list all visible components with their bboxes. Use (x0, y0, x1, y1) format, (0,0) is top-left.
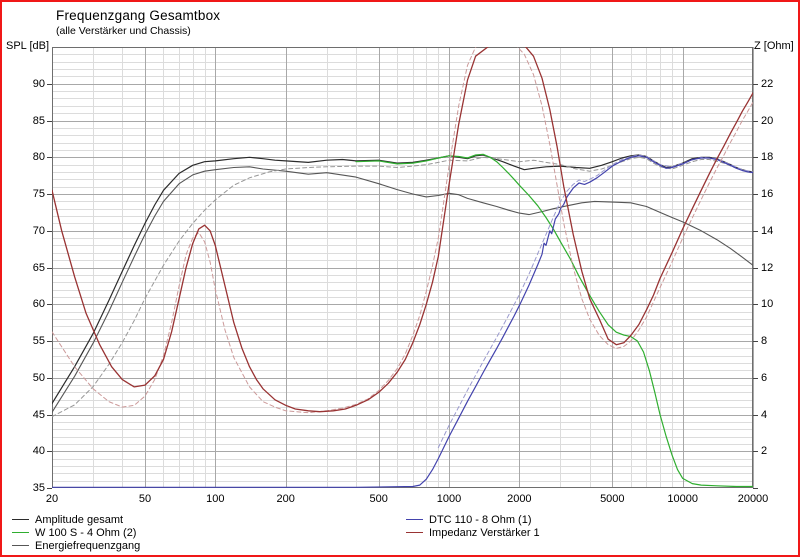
freq-tick-100: 100 (206, 493, 225, 505)
legend-swatch-dtc110 (406, 519, 423, 520)
freq-tick-200: 200 (276, 493, 295, 505)
freq-tick-500: 500 (369, 493, 388, 505)
spl-tick-70: 70 (32, 224, 45, 237)
z-tick-16: 16 (761, 188, 774, 200)
chart-subtitle: (alle Verstärker und Chassis) (56, 25, 191, 37)
legend-swatch-energiefrequenzgang (12, 545, 29, 546)
spl-tick-75: 75 (32, 188, 45, 200)
curve-impedanz-verstaerker-1 (52, 47, 753, 413)
curve-w100s (355, 153, 753, 488)
z-tick-10: 10 (761, 298, 774, 311)
legend-item-w100s: W 100 S - 4 Ohm (2) (12, 526, 140, 539)
legend-label-energiefrequenzgang: Energiefrequenzgang (35, 539, 141, 552)
freq-tick-50: 50 (138, 493, 152, 505)
legend-swatch-impedanz-verstaerker-1 (406, 532, 423, 533)
spl-tick-40: 40 (32, 445, 45, 458)
spl-tick-65: 65 (32, 261, 45, 274)
z-tick-12: 12 (761, 261, 774, 274)
freq-tick-10000: 10000 (667, 493, 698, 505)
right-axis-title: Z [Ohm] (754, 40, 794, 52)
legend-item-amplitude-gesamt: Amplitude gesamt (12, 513, 140, 526)
spl-tick-90: 90 (32, 77, 45, 90)
curve-dtc110 (52, 155, 753, 488)
spl-tick-55: 55 (32, 335, 45, 347)
z-tick-20: 20 (761, 114, 774, 127)
z-tick-22: 22 (761, 77, 774, 90)
freq-tick-2000: 2000 (507, 493, 532, 505)
spl-tick-35: 35 (32, 482, 45, 494)
z-tick-14: 14 (761, 224, 774, 237)
z-tick-4: 4 (761, 408, 768, 421)
z-tick-2: 2 (761, 445, 768, 458)
curve-dtc110-dashed (437, 154, 753, 449)
legend-item-energiefrequenzgang: Energiefrequenzgang (12, 539, 140, 552)
legend-label-w100s: W 100 S - 4 Ohm (2) (35, 526, 137, 539)
freq-tick-1000: 1000 (436, 493, 462, 505)
legend-label-amplitude-gesamt: Amplitude gesamt (35, 513, 124, 526)
left-axis-title: SPL [dB] (6, 40, 50, 52)
chart-title: Frequenzgang Gesamtbox (56, 8, 221, 23)
legend-column-left: Amplitude gesamt W 100 S - 4 Ohm (2) Energ… (12, 513, 140, 552)
legend-item-impedanz-verstaerker-1: Impedanz Verstärker 1 (406, 526, 540, 539)
legend-label-impedanz-verstaerker-1: Impedanz Verstärker 1 (429, 526, 540, 539)
freq-tick-20: 20 (45, 493, 59, 505)
spl-tick-50: 50 (32, 371, 45, 384)
z-tick-6: 6 (761, 371, 768, 384)
freq-tick-20000: 20000 (737, 493, 769, 505)
curve-energiefrequenzgang (52, 166, 753, 413)
freq-tick-5000: 5000 (600, 493, 625, 505)
legend-column-right: DTC 110 - 8 Ohm (1) Impedanz Verstärker 1 (406, 513, 540, 539)
spl-tick-45: 45 (32, 408, 45, 421)
legend-item-dtc110: DTC 110 - 8 Ohm (1) (406, 513, 540, 526)
legend-label-dtc110: DTC 110 - 8 Ohm (1) (429, 513, 532, 526)
z-tick-18: 18 (761, 151, 774, 164)
legend-swatch-w100s (12, 532, 29, 533)
curve-impedanz-dashed (52, 47, 753, 414)
spl-tick-80: 80 (32, 151, 45, 164)
z-tick-8: 8 (761, 335, 768, 347)
curve-amplitude-gesamt-dashed (52, 156, 753, 418)
legend-swatch-amplitude-gesamt (12, 519, 29, 520)
spl-tick-60: 60 (32, 298, 45, 311)
spl-tick-85: 85 (32, 114, 45, 127)
